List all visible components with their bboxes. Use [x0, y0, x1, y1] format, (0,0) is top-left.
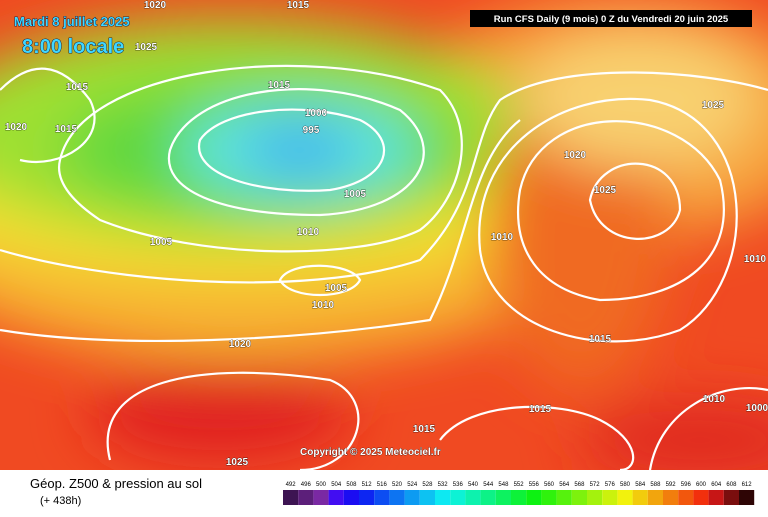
- scale-swatch: [343, 490, 359, 505]
- scale-label: 520: [392, 482, 403, 488]
- scale-label: 608: [726, 482, 737, 488]
- isobar-label: 1015: [589, 334, 612, 345]
- isobar-label: 995: [303, 125, 320, 136]
- scale-label: 576: [605, 482, 616, 488]
- isobar-label: 1025: [702, 100, 725, 111]
- scale-swatch: [435, 490, 451, 505]
- scale-label: 612: [742, 482, 753, 488]
- isobar-label: 1015: [55, 124, 78, 135]
- scale-swatch: [602, 490, 618, 505]
- isobar-label: 1005: [325, 283, 348, 294]
- scale-swatch: [511, 490, 527, 505]
- scale-swatch: [617, 490, 633, 505]
- scale-swatch: [374, 490, 390, 505]
- scale-label: 512: [362, 482, 373, 488]
- scale-swatch: [708, 490, 724, 505]
- isobar-label: 1025: [594, 185, 617, 196]
- isobar-label: 1005: [344, 189, 367, 200]
- isobar-label: 1000: [305, 108, 328, 119]
- scale-swatch: [419, 490, 435, 505]
- scale-label: 564: [559, 482, 570, 488]
- scale-swatch: [739, 490, 755, 505]
- scale-swatch: [693, 490, 709, 505]
- scale-label: 544: [483, 482, 494, 488]
- scale-label: 592: [666, 482, 677, 488]
- scale-swatch: [556, 490, 572, 505]
- scale-swatch: [526, 490, 542, 505]
- copyright: Copyright © 2025 Meteociel.fr: [300, 447, 441, 458]
- scale-label: 596: [681, 482, 692, 488]
- scale-label: 552: [514, 482, 525, 488]
- scale-label: 508: [346, 482, 357, 488]
- time: 8:00 locale: [22, 36, 124, 58]
- scale-swatch: [480, 490, 496, 505]
- scale-label: 516: [377, 482, 388, 488]
- scale-swatch: [632, 490, 648, 505]
- scale-label: 500: [316, 482, 327, 488]
- isobar-label: 1025: [135, 42, 158, 53]
- scale-swatch: [404, 490, 420, 505]
- scale-swatch: [283, 490, 299, 505]
- map-field: [0, 0, 768, 470]
- isobar-label: 1020: [229, 339, 252, 350]
- isobar-label: 1010: [491, 232, 514, 243]
- isobars: [0, 64, 768, 470]
- scale-label: 600: [696, 482, 707, 488]
- scale-label: 504: [331, 482, 342, 488]
- isobar-label: 1015: [413, 424, 436, 435]
- scale-swatch: [647, 490, 663, 505]
- scale-swatch: [495, 490, 511, 505]
- scale-label: 528: [422, 482, 433, 488]
- scale-swatch: [313, 490, 329, 505]
- isobar-label: 1015: [268, 80, 291, 91]
- scale-swatch: [678, 490, 694, 505]
- legend-title: Géop. Z500 & pression au sol: [30, 476, 202, 491]
- scale-swatch: [450, 490, 466, 505]
- scale-label: 532: [438, 482, 449, 488]
- scale-swatch: [298, 490, 314, 505]
- scale-swatch: [389, 490, 405, 505]
- isobar-label: 1010: [703, 394, 726, 405]
- scale-swatch: [663, 490, 679, 505]
- run-info: Run CFS Daily (9 mois) 0 Z du Vendredi 2…: [494, 14, 729, 25]
- date: Mardi 8 juillet 2025: [14, 14, 130, 29]
- scale-swatch: [465, 490, 481, 505]
- scale-label: 604: [711, 482, 722, 488]
- isobar-label: 1025: [226, 457, 249, 468]
- scale-swatch: [359, 490, 375, 505]
- scale-label: 588: [650, 482, 661, 488]
- scale-label: 568: [574, 482, 585, 488]
- scale-swatch: [587, 490, 603, 505]
- scale-swatch: [723, 490, 739, 505]
- lead-time: (+ 438h): [40, 495, 81, 507]
- isobar-label: 1005: [150, 237, 173, 248]
- isobar-label: 1015: [287, 0, 310, 11]
- scale-label: 536: [453, 482, 464, 488]
- isobar-label: 1015: [529, 404, 552, 415]
- scale-label: 540: [468, 482, 479, 488]
- scale-swatch: [328, 490, 344, 505]
- isobar-label: 1000: [746, 403, 768, 414]
- scale-label: 492: [286, 482, 297, 488]
- isobar-label: 1010: [744, 254, 767, 265]
- scale-swatch: [571, 490, 587, 505]
- isobar-label: 1010: [312, 300, 335, 311]
- isobar-label: 1020: [564, 150, 587, 161]
- scale-label: 560: [544, 482, 555, 488]
- isobar-label: 1015: [66, 82, 89, 93]
- isobar-label: 1010: [297, 227, 320, 238]
- scale-label: 584: [635, 482, 646, 488]
- isobar-label: 1020: [5, 122, 28, 133]
- scale-label: 556: [529, 482, 540, 488]
- scale-label: 524: [407, 482, 418, 488]
- scale-label: 496: [301, 482, 312, 488]
- scale-label: 580: [620, 482, 631, 488]
- isobar-label: 1020: [144, 0, 167, 11]
- scale-label: 572: [590, 482, 601, 488]
- run-box: [470, 10, 752, 27]
- scale-swatch: [541, 490, 557, 505]
- scale-label: 548: [498, 482, 509, 488]
